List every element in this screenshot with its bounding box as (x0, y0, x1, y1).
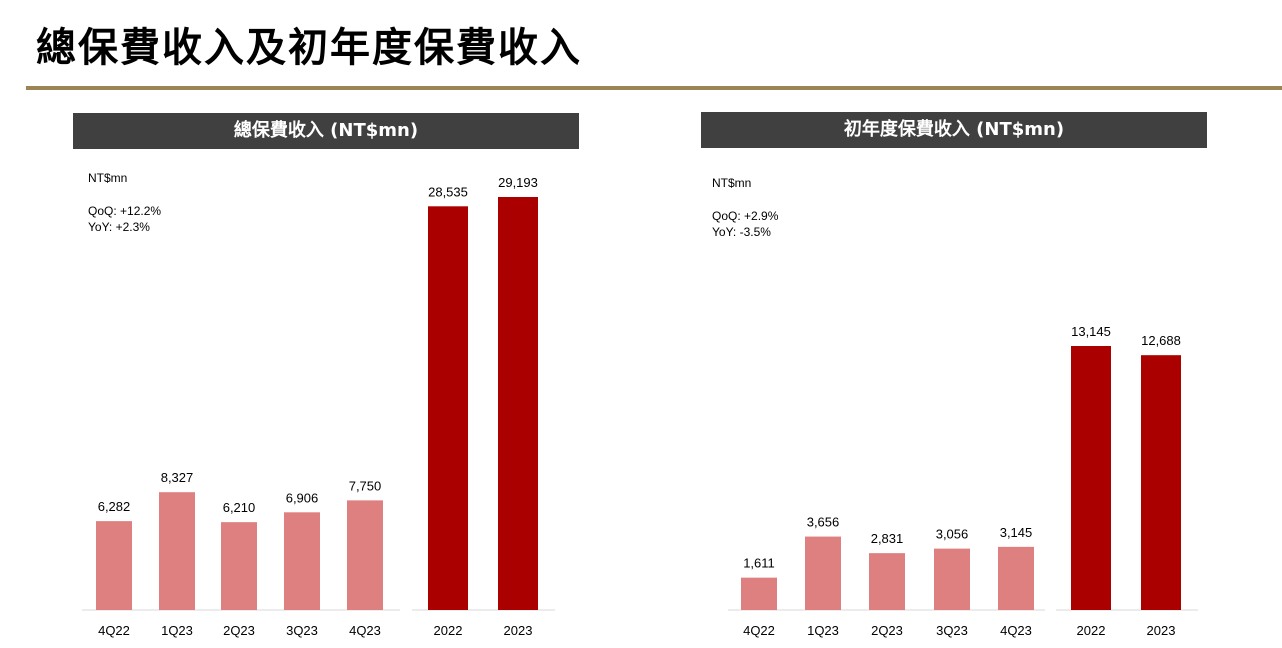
total-value-label-2Q23: 6,210 (223, 500, 256, 515)
title-divider (26, 86, 1282, 90)
total-bar-2022 (428, 206, 468, 610)
total-category-label-4Q23: 4Q23 (349, 623, 381, 638)
total-category-label-3Q23: 3Q23 (286, 623, 318, 638)
total-value-label-2023: 29,193 (498, 175, 538, 190)
first-year-category-label-2022: 2022 (1077, 623, 1106, 638)
first-year-bar-4Q22 (741, 577, 777, 610)
total-value-label-4Q23: 7,750 (349, 478, 382, 493)
first-year-bar-3Q23 (934, 548, 970, 610)
first-year-value-label-2023: 12,688 (1141, 333, 1181, 348)
total-category-label-4Q22: 4Q22 (98, 623, 130, 638)
page-title: 總保費收入及初年度保費收入 (36, 25, 582, 71)
unit-label-first-year: NT$mn (712, 176, 752, 190)
total-value-label-2022: 28,535 (428, 184, 468, 199)
first-year-category-label-2023: 2023 (1147, 623, 1176, 638)
total-category-label-2022: 2022 (434, 623, 463, 638)
first-year-value-label-4Q23: 3,145 (1000, 525, 1033, 540)
total-bar-1Q23 (159, 492, 195, 610)
qoq-label-first-year: QoQ: +2.9% (712, 209, 779, 223)
yoy-label-first-year: YoY: -3.5% (712, 225, 771, 239)
qoq-label-total: QoQ: +12.2% (88, 204, 162, 218)
total-bar-2Q23 (221, 522, 257, 610)
first-year-value-label-2Q23: 2,831 (871, 531, 904, 546)
total-bar-2023 (498, 197, 538, 610)
total-value-label-4Q22: 6,282 (98, 499, 131, 514)
first-year-bar-1Q23 (805, 536, 841, 610)
first-year-bar-2022 (1071, 346, 1111, 610)
first-year-category-label-1Q23: 1Q23 (807, 623, 839, 638)
first-year-bar-2Q23 (869, 553, 905, 610)
chart-header-first-year-premium: 初年度保費收入 (NT$mn) (701, 112, 1207, 148)
first-year-value-label-2022: 13,145 (1071, 324, 1111, 339)
first-year-category-label-2Q23: 2Q23 (871, 623, 903, 638)
total-bar-3Q23 (284, 512, 320, 610)
first-year-value-label-3Q23: 3,056 (936, 527, 969, 542)
total-value-label-1Q23: 8,327 (161, 470, 194, 485)
total-category-label-2Q23: 2Q23 (223, 623, 255, 638)
first-year-category-label-4Q23: 4Q23 (1000, 623, 1032, 638)
first-year-category-label-4Q22: 4Q22 (743, 623, 775, 638)
first-year-bar-4Q23 (998, 546, 1034, 610)
total-category-label-2023: 2023 (504, 623, 533, 638)
total-bar-4Q23 (347, 500, 383, 610)
first-year-bar-2023 (1141, 355, 1181, 610)
unit-label-total: NT$mn (88, 171, 128, 185)
yoy-label-total: YoY: +2.3% (88, 220, 150, 234)
chart-header-total-premium: 總保費收入 (NT$mn) (73, 113, 579, 149)
first-year-value-label-1Q23: 3,656 (807, 515, 840, 530)
first-year-value-label-4Q22: 1,611 (743, 556, 775, 571)
total-value-label-3Q23: 6,906 (286, 490, 319, 505)
total-bar-4Q22 (96, 521, 132, 610)
first-year-category-label-3Q23: 3Q23 (936, 623, 968, 638)
total-category-label-1Q23: 1Q23 (161, 623, 193, 638)
